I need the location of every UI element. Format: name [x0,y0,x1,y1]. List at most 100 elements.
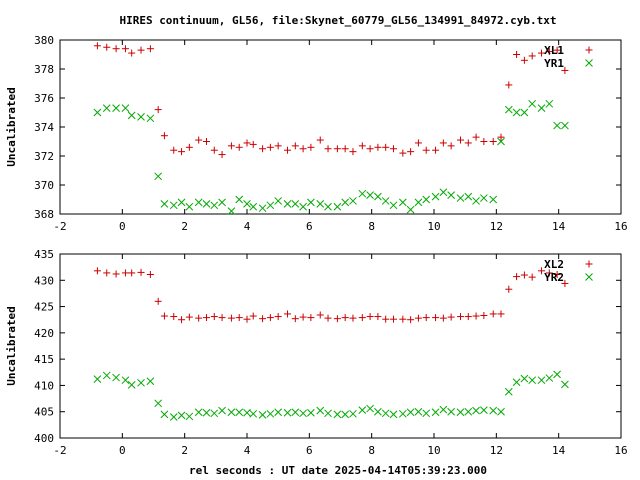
x-tick-label: 14 [552,220,566,233]
data-point [333,315,341,323]
data-point [137,46,145,54]
data-point [381,409,390,418]
data-point [170,313,178,321]
axis-ticks: -2 0 2 4 6 8 10 12 14 16 400 405 410 415 420 425 430 435 [34,248,628,457]
data-point [382,143,390,151]
data-point [93,108,102,117]
data-point [235,195,244,204]
data-point [146,377,155,386]
data-point [349,409,357,418]
data-point [274,142,282,150]
data-point [112,373,120,382]
x-tick-label: 12 [490,220,503,233]
data-point [366,404,374,413]
y-tick-label: 430 [34,274,54,287]
data-point [185,143,193,151]
data-point [218,406,226,415]
data-point [513,273,521,281]
data-point [538,49,546,57]
data-point [202,199,211,208]
data-point [249,312,257,320]
bottom-panel: Uncalibrated -2 0 2 4 6 8 10 12 14 16 400 405 410 415… [5,248,628,457]
data-point [177,411,186,420]
legend-marker [585,46,593,54]
data-point [489,195,498,204]
x-tick-label: 16 [614,220,627,233]
data-point [439,405,448,414]
data-point [399,149,407,157]
series-XL1 [93,42,569,159]
data-point [137,112,145,121]
data-point [489,310,497,318]
data-point [210,313,218,321]
data-point [431,192,440,201]
data-point [128,269,136,277]
data-point [154,106,162,114]
data-point [456,136,464,144]
data-point [121,45,129,53]
data-point [341,410,350,419]
axis-ticks: -2 0 2 4 6 8 10 12 14 16 368 370 372 374 376 378 380 [34,34,628,233]
data-point [283,199,292,208]
data-point [366,145,374,153]
x-tick-label: -2 [53,220,66,233]
y-axis-label: Uncalibrated [5,306,18,385]
data-point [561,279,569,287]
data-point [358,406,367,414]
data-point [505,285,513,293]
data-point [414,139,422,147]
data-point [266,143,274,151]
y-tick-label: 435 [34,248,54,261]
data-point [93,267,101,275]
data-point [333,202,342,211]
data-point [202,138,210,145]
data-point [146,45,154,53]
x-tick-label: 6 [306,220,313,233]
data-point [235,143,243,151]
y-tick-label: 378 [34,63,54,76]
data-point [154,297,162,305]
data-point [177,198,186,207]
data-point [227,142,235,150]
data-point [504,105,513,114]
data-point [545,374,554,382]
data-point [333,410,342,419]
data-point [178,316,186,324]
data-point [274,313,282,321]
data-point [266,201,275,210]
legend-label: YR2 [544,271,564,284]
data-point [528,99,537,108]
data-point [480,312,488,320]
data-point [512,378,521,387]
y-tick-label: 420 [34,327,54,340]
data-point [266,314,274,322]
data-point [185,412,194,421]
data-point [333,145,341,153]
legend-marker [585,59,593,67]
data-point [121,376,130,385]
y-tick-label: 368 [34,208,54,221]
data-point [258,411,267,419]
data-point [456,313,464,321]
data-point [146,114,155,123]
data-point [316,406,325,415]
x-tick-label: 10 [427,220,440,233]
data-point [407,316,415,324]
data-point [553,370,561,379]
legend-symbol [585,260,593,268]
x-tick-label: 14 [552,444,566,457]
data-point [324,202,332,211]
data-points [93,267,569,421]
data-point [538,267,546,275]
y-tick-label: 372 [34,150,54,163]
data-point [432,146,440,154]
data-point [545,99,554,108]
data-point [366,191,374,200]
data-point [472,312,480,320]
data-point [227,314,235,322]
x-tick-label: 0 [119,444,126,457]
series-YR1 [93,99,569,215]
legend-marker [585,260,593,268]
data-point [447,407,455,416]
data-point [121,269,129,277]
